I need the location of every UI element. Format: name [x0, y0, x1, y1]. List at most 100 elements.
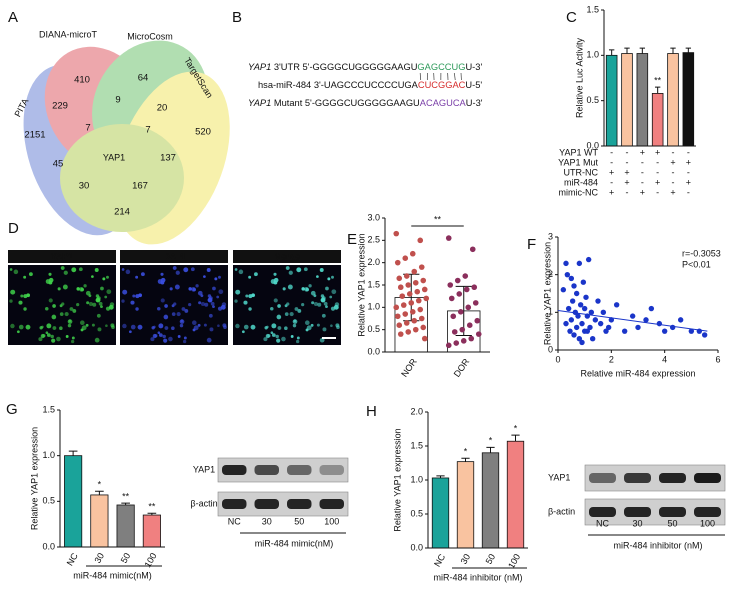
y-tick-label: 0.5 [42, 496, 55, 506]
cell [323, 301, 328, 306]
cell [276, 314, 282, 320]
data-point [688, 328, 695, 334]
venn-set-label: MicroCosm [127, 31, 173, 41]
error-bar [639, 47, 646, 54]
lane-label: 30 [632, 518, 642, 528]
condition-label: miR-484 [564, 177, 598, 187]
data-point [585, 256, 592, 263]
data-point [573, 324, 580, 331]
cell [51, 338, 56, 343]
cell [160, 272, 164, 276]
cell [78, 267, 83, 272]
cell [243, 300, 248, 305]
cell [151, 326, 155, 330]
x-tick-label: 6 [715, 354, 720, 364]
cell [46, 333, 51, 337]
cell [69, 307, 74, 311]
cell [198, 301, 202, 305]
cell [48, 272, 52, 276]
data-point [396, 275, 403, 282]
data-point [412, 326, 419, 333]
blot-band [624, 507, 651, 517]
bar [116, 504, 135, 548]
cell [92, 302, 97, 307]
data-point [573, 290, 580, 297]
y-tick-label: 2 [548, 269, 553, 279]
y-tick-label: 1.5 [367, 279, 380, 289]
blot-row-label: β-actin [190, 498, 217, 508]
condition-sign: - [641, 177, 644, 187]
data-point [403, 320, 410, 326]
cell [253, 272, 258, 277]
blot-band [589, 507, 616, 517]
data-point [420, 277, 427, 284]
bar [621, 53, 633, 147]
panel-letter: G [6, 401, 18, 418]
cell [94, 337, 100, 343]
data-point [581, 305, 588, 312]
sequence-row: YAP1 Mutant 5'-GGGGCUGGGGGAAGUACAGUCAU-3… [248, 98, 483, 108]
data-point [469, 246, 476, 253]
y-tick-label: 1.0 [410, 474, 423, 484]
data-point [397, 284, 404, 291]
condition-sign: - [672, 147, 675, 157]
data-point [403, 273, 410, 279]
cell [182, 339, 187, 344]
blot-xlabel: miR-484 inhibitor (nM) [613, 540, 702, 550]
cell [238, 269, 244, 275]
lane-label: 50 [667, 518, 677, 528]
x-axis-label: Relative miR-484 expression [580, 368, 695, 378]
data-point [402, 255, 409, 261]
cell [163, 338, 168, 343]
blot-band [624, 473, 651, 483]
cell [212, 286, 216, 291]
cell [319, 268, 324, 272]
cell [270, 331, 274, 334]
cell [222, 323, 227, 328]
condition-sign: + [640, 187, 645, 197]
cell [303, 267, 308, 272]
cell [57, 287, 61, 291]
base-pair [453, 72, 456, 81]
blot-band [254, 499, 279, 509]
blot-band [319, 499, 344, 509]
y-tick-label: 2.0 [410, 406, 423, 416]
cell [292, 319, 298, 324]
data-point [421, 335, 428, 342]
blot-strip [217, 457, 349, 483]
cell [157, 307, 161, 311]
data-point [418, 264, 425, 270]
y-tick-label: 3.0 [367, 212, 380, 222]
error-bar [670, 47, 676, 54]
data-point [394, 313, 401, 320]
data-point [415, 297, 422, 304]
cell [174, 284, 180, 290]
x-tick-label: NC [65, 551, 80, 568]
data-point [656, 320, 663, 327]
data-point [677, 317, 684, 323]
sequence: 5'-GGGGCUGGGGGAAGU [303, 62, 418, 72]
cell [79, 320, 85, 326]
cell [234, 299, 238, 303]
cell [94, 268, 99, 272]
cell [121, 268, 125, 271]
cell [330, 324, 333, 328]
error-bar [624, 47, 630, 54]
condition-sign: + [624, 177, 629, 187]
binding-site: ACAGUCA [420, 98, 467, 108]
cell [160, 298, 165, 303]
cell [251, 293, 256, 298]
blot-row-label: YAP1 [193, 464, 215, 474]
cell [331, 275, 334, 279]
cell [287, 284, 293, 290]
significance: * [464, 447, 468, 457]
data-point [465, 304, 472, 311]
blot-band [694, 473, 721, 483]
condition-sign: - [672, 167, 675, 177]
venn-center: YAP1 [103, 152, 125, 162]
cell [245, 294, 249, 298]
cell [188, 303, 192, 307]
data-point [409, 309, 416, 315]
cell [91, 275, 94, 278]
cell [130, 300, 135, 305]
